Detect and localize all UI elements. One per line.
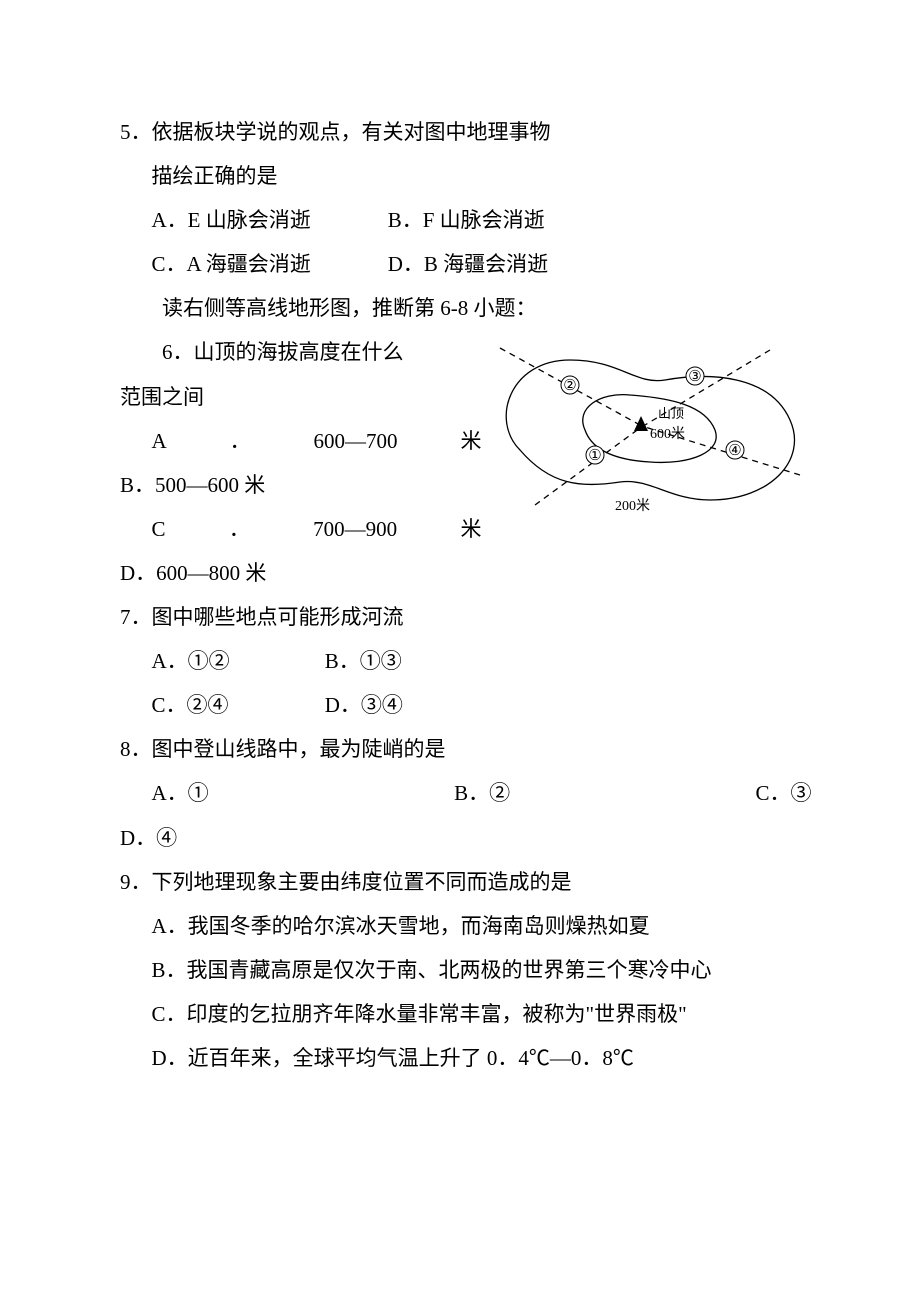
- contour-map-svg: ② ③ ① ④ 山顶 600米 200米: [480, 330, 810, 530]
- q8-option-d: D．④: [120, 816, 800, 860]
- q9-option-a: A．我国冬季的哈尔滨冰天雪地，而海南岛则燥热如夏: [120, 904, 800, 948]
- q8-options-row1: A．① B．② C．③: [120, 771, 812, 815]
- q6-option-d: D．600—800 米: [120, 551, 800, 595]
- q5-stem-line1: 5．依据板块学说的观点，有关对图中地理事物: [120, 110, 800, 154]
- q5-options-row2: C．A 海疆会消逝 D．B 海疆会消逝: [120, 242, 800, 286]
- q6-c-dot: ．: [229, 507, 250, 551]
- q7-options-row2: C．②④ D．③④: [120, 683, 800, 727]
- label-3: ③: [688, 369, 701, 385]
- q6-wrap-block: ② ③ ① ④ 山顶 600米 200米: [120, 330, 800, 595]
- label-4: ④: [728, 443, 741, 459]
- exam-page: 5．依据板块学说的观点，有关对图中地理事物 描绘正确的是 A．E 山脉会消逝 B…: [0, 0, 920, 1302]
- q7-option-d: D．③④: [325, 683, 493, 727]
- q6-a-prefix: A: [152, 419, 167, 463]
- label-3-group: ③: [686, 367, 704, 385]
- q7-option-b: B．①③: [325, 639, 493, 683]
- q5-option-c: C．A 海疆会消逝: [152, 242, 383, 286]
- route-1: [535, 428, 640, 505]
- q8-option-b: B．②: [454, 771, 510, 815]
- q9-stem: 9．下列地理现象主要由纬度位置不同而造成的是: [120, 860, 800, 904]
- q7-stem: 7．图中哪些地点可能形成河流: [120, 595, 800, 639]
- q6-a-dot: ．: [230, 419, 251, 463]
- label-1: ①: [588, 448, 601, 464]
- q5-option-d: D．B 海疆会消逝: [388, 242, 619, 286]
- q7-options-row1: A．①② B．①③: [120, 639, 800, 683]
- label-peak: 山顶: [658, 406, 684, 421]
- q7-option-c: C．②④: [152, 683, 320, 727]
- q7-option-a: A．①②: [152, 639, 320, 683]
- q6-a-val: 600—700: [314, 419, 398, 463]
- label-600m: 600米: [650, 426, 685, 442]
- label-200m: 200米: [615, 498, 650, 514]
- q6-a-unit: 米: [460, 419, 481, 463]
- q6-c-unit: 米: [461, 507, 482, 551]
- label-4-group: ④: [726, 441, 744, 459]
- contour-map-figure: ② ③ ① ④ 山顶 600米 200米: [480, 330, 810, 530]
- q5-options-row1: A．E 山脉会消逝 B．F 山脉会消逝: [120, 198, 800, 242]
- q6-option-a-line: A ． 600—700 米: [120, 419, 482, 463]
- q5-option-b: B．F 山脉会消逝: [388, 198, 619, 242]
- label-1-group: ①: [586, 446, 604, 464]
- q9-option-c: C．印度的乞拉朋齐年降水量非常丰富，被称为"世界雨极": [120, 992, 800, 1036]
- label-2: ②: [563, 378, 576, 394]
- q8-option-c: C．③: [755, 771, 811, 815]
- q5-option-a: A．E 山脉会消逝: [152, 198, 383, 242]
- q6-option-c-line: C ． 700—900 米: [120, 507, 482, 551]
- q8-stem: 8．图中登山线路中，最为陡峭的是: [120, 727, 800, 771]
- q6-8-instruction: 读右侧等高线地形图，推断第 6-8 小题：: [120, 286, 800, 330]
- q9-option-b: B．我国青藏高原是仅次于南、北两极的世界第三个寒冷中心: [120, 948, 800, 992]
- q5-stem-line2: 描绘正确的是: [120, 154, 800, 198]
- q6-c-prefix: C: [152, 507, 166, 551]
- label-2-group: ②: [561, 376, 579, 394]
- q9-option-d: D．近百年来，全球平均气温上升了 0．4℃—0．8℃: [120, 1036, 800, 1080]
- q6-c-val: 700—900: [313, 507, 397, 551]
- q8-option-a: A．①: [152, 771, 209, 815]
